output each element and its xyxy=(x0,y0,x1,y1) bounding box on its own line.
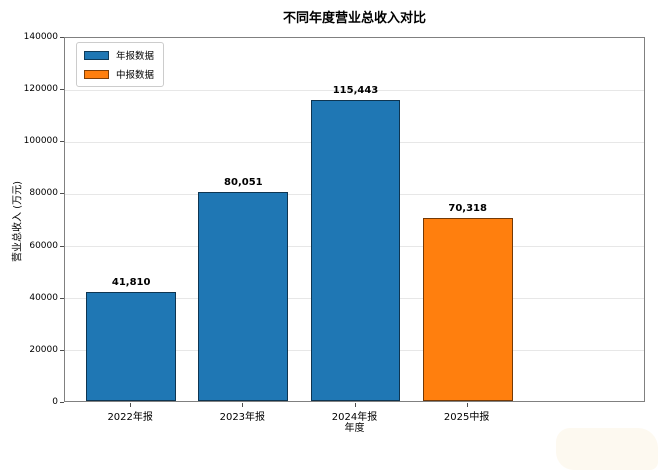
y-tick-label: 140000 xyxy=(23,32,58,42)
legend-item: 年报数据 xyxy=(84,48,154,62)
y-tick-label: 120000 xyxy=(23,84,58,95)
bar xyxy=(310,100,401,401)
legend-item: 中报数据 xyxy=(84,67,154,81)
bar-value-label: 41,810 xyxy=(111,277,151,288)
legend-label: 年报数据 xyxy=(116,51,155,62)
x-axis-label: 年度 xyxy=(344,423,365,434)
watermark xyxy=(556,428,658,470)
x-tick-mark xyxy=(242,403,244,407)
y-tick-label: 20000 xyxy=(29,344,58,355)
y-tick-mark xyxy=(60,193,64,195)
y-tick-label: 100000 xyxy=(23,136,58,147)
bar xyxy=(198,192,289,401)
x-tick-mark xyxy=(466,403,468,407)
x-tick-label: 2024年报 xyxy=(331,412,378,423)
y-tick-label: 60000 xyxy=(29,240,58,251)
x-tick-mark xyxy=(130,403,132,407)
gridline xyxy=(65,89,644,91)
x-tick-label: 2023年报 xyxy=(219,412,266,423)
bar xyxy=(422,217,513,401)
bar-value-label: 80,051 xyxy=(224,177,263,189)
y-tick-mark xyxy=(60,37,64,38)
y-tick-label: 40000 xyxy=(29,292,58,303)
y-tick-mark xyxy=(60,245,64,247)
y-tick-mark xyxy=(60,141,64,143)
legend: 年报数据 中报数据 xyxy=(76,42,165,87)
legend-label: 中报数据 xyxy=(116,70,155,81)
y-tick-mark xyxy=(60,349,64,351)
chart-title: 不同年度营业总收入对比 xyxy=(282,11,426,26)
y-tick-label: 80000 xyxy=(29,188,58,199)
plot-area: 41,810 80,051 115,443 70,318 xyxy=(64,37,645,402)
x-tick-label: 2025中报 xyxy=(443,412,490,423)
x-tick-label: 2022年报 xyxy=(107,412,153,423)
x-tick-mark xyxy=(354,403,356,407)
bar-value-label: 115,443 xyxy=(332,85,379,97)
bar xyxy=(86,292,177,401)
y-tick-label: 0 xyxy=(52,397,58,407)
y-tick-mark xyxy=(60,402,64,403)
y-tick-mark xyxy=(60,297,64,299)
bar-value-label: 70,318 xyxy=(448,202,487,214)
legend-swatch xyxy=(84,50,109,60)
y-axis-label: 营业总收入 (万元) xyxy=(12,181,24,262)
y-tick-mark xyxy=(60,89,64,91)
legend-swatch xyxy=(84,69,109,79)
